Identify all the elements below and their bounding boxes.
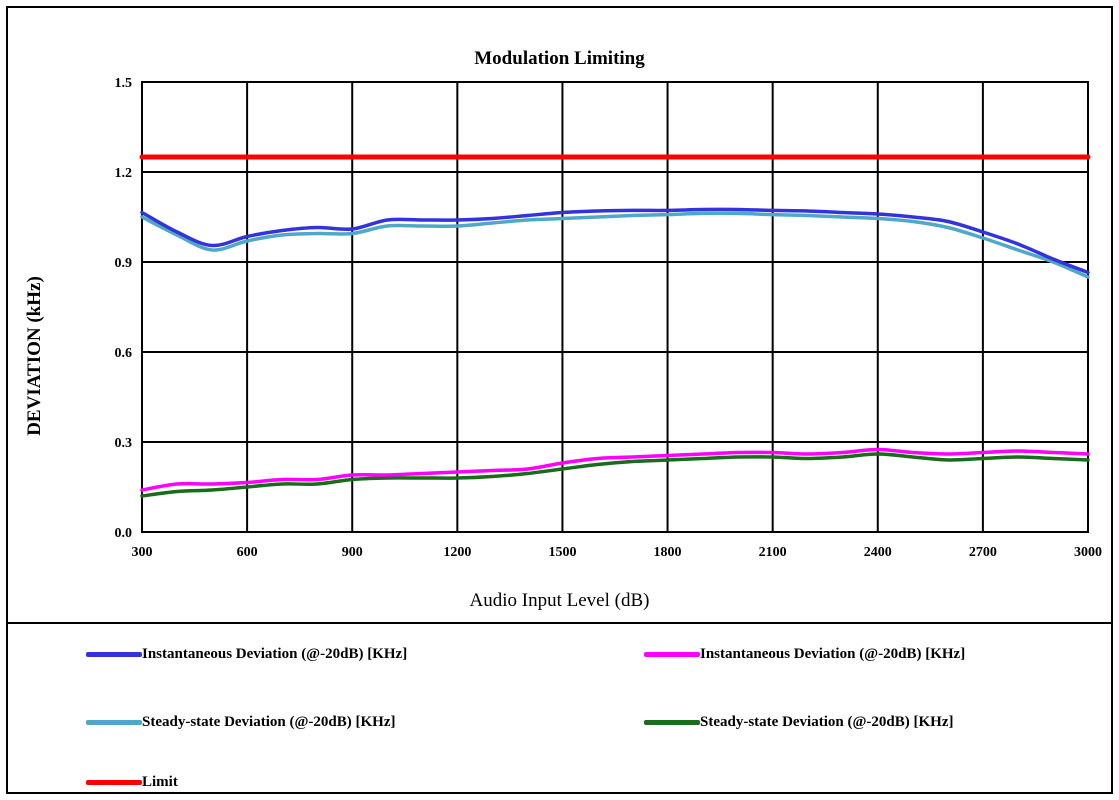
legend-swatch <box>644 719 700 725</box>
x-tick-label: 1200 <box>443 545 471 560</box>
x-tick-label: 1500 <box>548 545 576 560</box>
chart-title: Modulation Limiting <box>474 48 645 69</box>
series-line-1 <box>140 447 1090 492</box>
y-tick-label: 1.2 <box>115 166 133 181</box>
legend-label: Steady-state Deviation (@-20dB) [KHz] <box>142 713 396 730</box>
x-tick-label: 300 <box>132 545 153 560</box>
legend-swatch <box>644 651 700 657</box>
y-tick-label: 1.5 <box>115 76 133 91</box>
legend-item-steady-state-deviation-green: Steady-state Deviation (@-20dB) [KHz] <box>644 712 954 732</box>
legend-label: Limit <box>142 773 178 790</box>
series-line-0 <box>140 207 1090 275</box>
chart-plot: 300 600 900 1200 1500 1800 2100 2400 2700 3000 0.0… <box>115 76 1103 560</box>
plot-border <box>141 81 1089 533</box>
x-tick-label: 2100 <box>759 545 787 560</box>
legend-item-instantaneous-deviation-magenta: Instantaneous Deviation (@-20dB) [KHz] <box>644 644 965 664</box>
x-tick-label: 2700 <box>969 545 997 560</box>
legend-swatch <box>86 651 142 657</box>
legend-item-limit: Limit <box>86 772 178 792</box>
y-tick-label: 0.6 <box>115 346 133 361</box>
legend-item-instantaneous-deviation-blue: Instantaneous Deviation (@-20dB) [KHz] <box>86 644 407 664</box>
y-tick-label: 0.3 <box>115 436 133 451</box>
x-tick-label: 600 <box>237 545 258 560</box>
legend-label: Instantaneous Deviation (@-20dB) [KHz] <box>700 645 966 662</box>
x-axis-label: Audio Input Level (dB) <box>469 590 650 611</box>
y-tick-label: 0.0 <box>115 526 133 541</box>
x-tick-label: 900 <box>342 545 363 560</box>
x-tick-label: 1800 <box>654 545 682 560</box>
legend-swatch <box>86 719 142 725</box>
legend-swatch <box>86 779 142 785</box>
y-tick-label: 0.9 <box>115 256 133 271</box>
x-tick-label: 2400 <box>864 545 892 560</box>
x-tick-label: 3000 <box>1074 545 1102 560</box>
series-line-3 <box>140 452 1090 498</box>
chart-frame: 300 600 900 1200 1500 1800 2100 2400 2700 3000 0.0… <box>6 6 1113 794</box>
series-line-2 <box>140 211 1090 279</box>
legend-label: Instantaneous Deviation (@-20dB) [KHz] <box>142 645 408 662</box>
legend-label: Steady-state Deviation (@-20dB) [KHz] <box>700 713 954 730</box>
legend-item-steady-state-deviation-lightblue: Steady-state Deviation (@-20dB) [KHz] <box>86 712 396 732</box>
y-axis-label: DEVIATION (kHz) <box>24 276 45 436</box>
legend-divider <box>8 622 1111 624</box>
